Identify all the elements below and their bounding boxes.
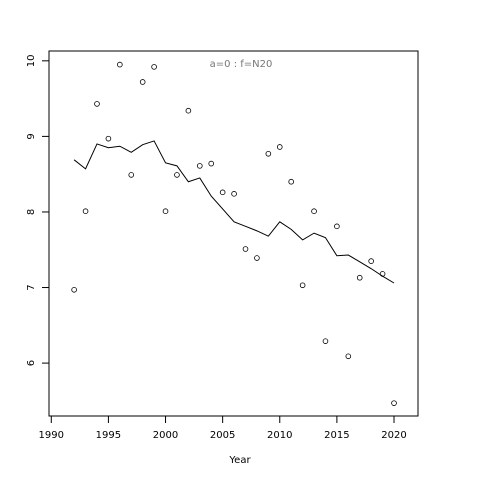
x-tick-label: 1995: [96, 430, 121, 441]
data-point: [162, 208, 169, 215]
x-tick-label: 2015: [324, 430, 349, 441]
data-point: [276, 144, 283, 150]
y-tick-label: 8: [26, 209, 37, 215]
data-point: [82, 208, 89, 215]
x-tick-label: 2010: [267, 430, 292, 441]
data-point: [117, 61, 123, 68]
data-point: [288, 178, 294, 185]
data-point: [128, 172, 135, 178]
data-point: [139, 79, 146, 85]
data-point: [299, 282, 306, 289]
y-tick-label: 10: [26, 54, 37, 67]
x-axis-label: Year: [228, 455, 251, 466]
data-point: [231, 191, 237, 197]
x-tick-label: 2005: [210, 430, 235, 441]
data-point: [322, 338, 329, 344]
data-point: [334, 223, 340, 230]
data-point: [208, 160, 215, 167]
y-tick-label: 6: [26, 360, 37, 366]
plot-frame: [48, 50, 419, 417]
data-point: [185, 107, 192, 114]
x-tick-label: 2000: [153, 430, 178, 441]
data-point: [196, 163, 203, 169]
x-tick-label: 2020: [381, 430, 406, 441]
data-point: [105, 135, 112, 142]
y-tick-label: 7: [26, 284, 37, 290]
x-tick-label: 1990: [39, 430, 64, 441]
y-tick-label: 9: [26, 133, 37, 139]
data-point: [219, 189, 226, 196]
data-point: [94, 101, 100, 107]
data-point: [71, 286, 77, 293]
data-point: [254, 255, 260, 261]
data-point: [242, 246, 249, 252]
data-point: [391, 400, 397, 406]
data-point: [368, 258, 374, 264]
trend-line: [73, 140, 395, 284]
data-point: [151, 64, 157, 70]
data-point: [311, 208, 317, 215]
annotation: a=0 : f=N20: [210, 59, 273, 70]
data-point: [265, 150, 272, 157]
data-point: [356, 274, 363, 281]
data-point: [174, 172, 180, 178]
data-point: [345, 353, 352, 360]
